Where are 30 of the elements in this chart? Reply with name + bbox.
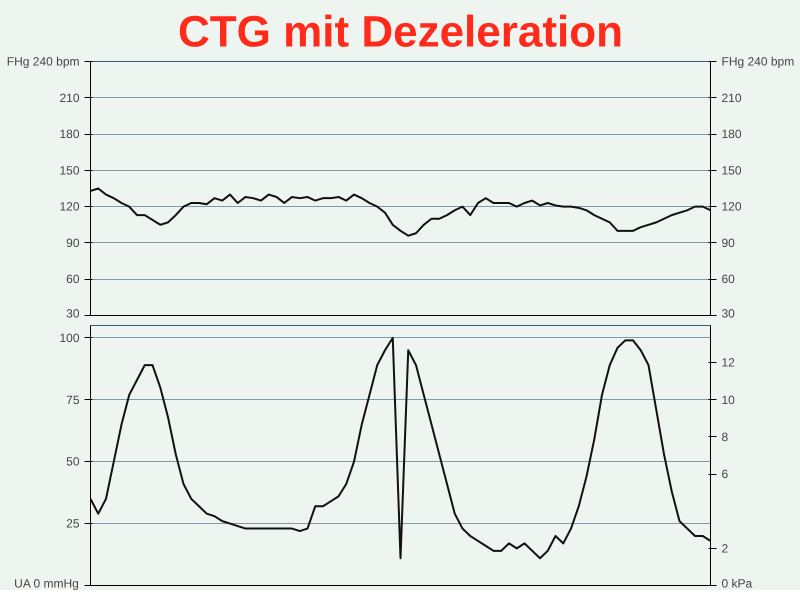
y-tick-label: 75 [66,392,80,407]
y2-tick-label: 6 [722,467,728,482]
y-tick-label: 210 [59,90,80,105]
y-tick-label: 60 [66,272,80,286]
y2-tick-label: 8 [722,430,728,444]
y-tick-label: UA 0 mmHg [14,576,79,590]
y-tick-label: FHg 240 bpm [6,54,80,68]
line-series [90,336,710,560]
y2-tick-label: FHg 240 bpm [722,54,794,68]
y2-tick-label: 210 [722,90,742,105]
y-tick-label: 30 [66,306,80,320]
y-tick-label: 25 [66,516,80,531]
y2-tick-label: 180 [722,127,742,142]
y-tick-label: 50 [66,454,80,469]
y2-tick-label: 12 [722,356,736,370]
y-tick-label: 100 [59,330,80,345]
y2-tick-label: 30 [722,306,736,320]
y-tick-label: 180 [59,127,80,142]
y2-tick-label: 90 [722,236,736,250]
y-tick-label: 90 [66,236,80,250]
y2-tick-label: 60 [722,272,736,286]
chart-title: CTG mit Dezeleration [178,8,623,56]
y2-tick-label: 2 [722,541,728,556]
y2-tick-label: 120 [722,200,742,214]
y-tick-label: 150 [59,163,80,178]
line-series [90,188,710,237]
y2-tick-label: 10 [722,392,736,407]
y-tick-label: 120 [59,200,80,214]
y2-tick-label: 150 [722,163,742,178]
y2-tick-label: 0 kPa [722,576,753,590]
